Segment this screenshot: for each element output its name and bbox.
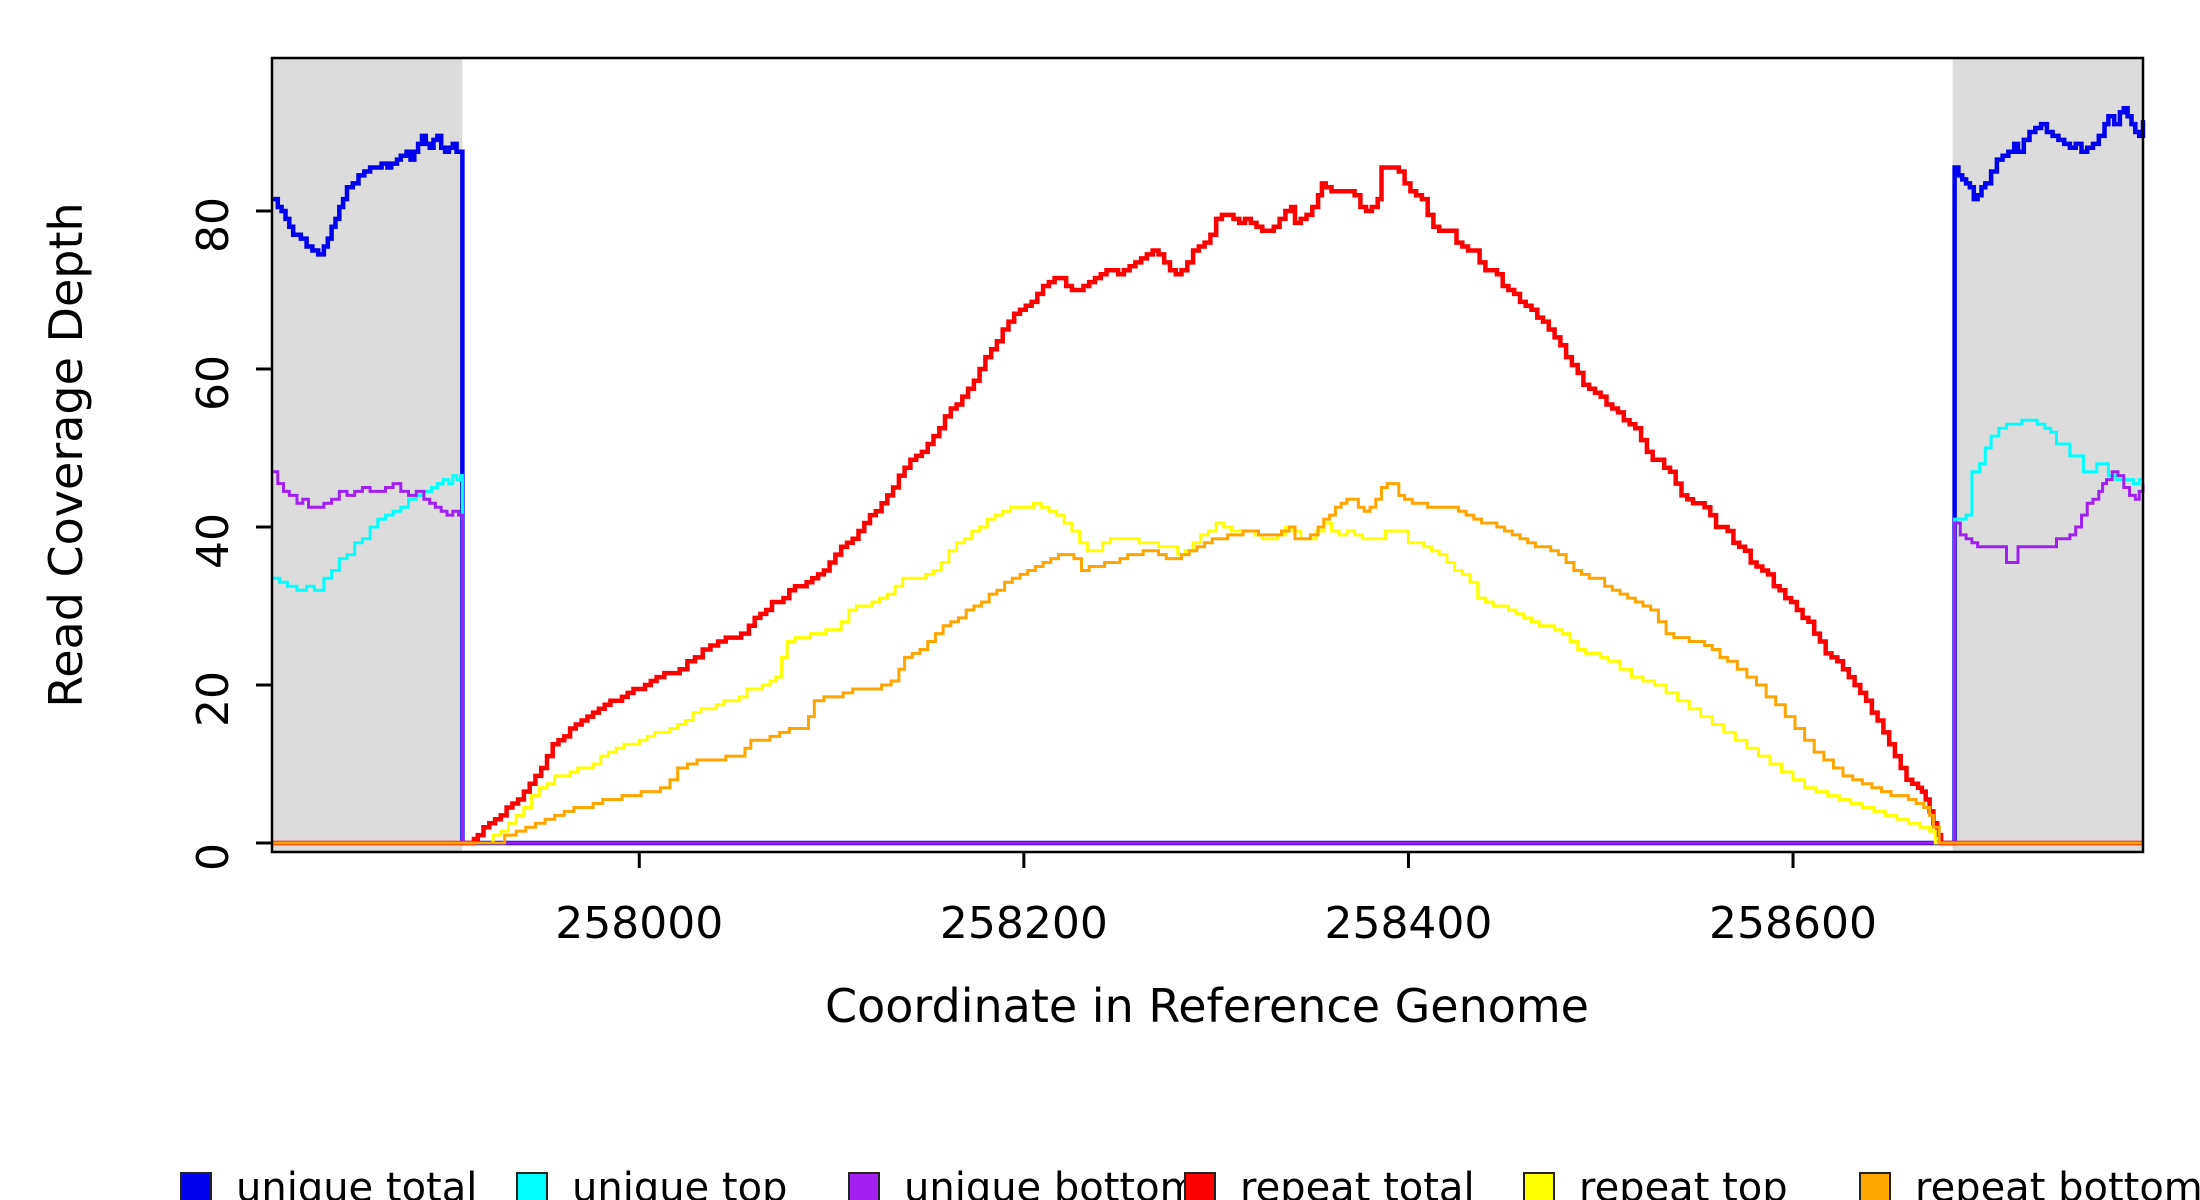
series-unique-total [272, 106, 2146, 846]
legend-item-unique-top: unique top [516, 1168, 787, 1200]
x-tick-label: 258000 [555, 898, 723, 949]
unique-bottom-swatch-icon [848, 1172, 880, 1200]
legend-item-repeat-bottom: repeat bottom [1859, 1168, 2200, 1200]
legend-item-unique-total: unique total [180, 1168, 477, 1200]
legend-label: repeat top [1579, 1165, 1788, 1200]
y-axis-title: Read Coverage Depth [39, 202, 93, 707]
y-tick-label: 20 [188, 671, 239, 727]
x-tick-label: 258200 [940, 898, 1108, 949]
unique-top-swatch-icon [516, 1172, 548, 1200]
legend-item-repeat-top: repeat top [1523, 1168, 1788, 1200]
series-repeat-bottom [272, 482, 2143, 845]
legend-label: repeat bottom [1915, 1165, 2200, 1200]
y-tick-label: 80 [188, 197, 239, 253]
shaded-region [1952, 58, 2143, 852]
unique-total-swatch-icon [180, 1172, 212, 1200]
plot-area: 258000 258200 258400 258600 0 20 40 60 80 Coordi… [39, 56, 2146, 1033]
y-tick-label: 0 [188, 843, 239, 871]
repeat-total-swatch-icon [1184, 1172, 1216, 1200]
series-unique-top [272, 418, 2143, 845]
plot-box [270, 56, 2145, 854]
chart-layers: 258000 258200 258400 258600 0 20 40 60 80 [188, 56, 2146, 949]
legend: unique total unique top unique bottom re… [0, 1168, 2200, 1200]
legend-label: repeat total [1240, 1165, 1475, 1200]
legend-label: unique top [572, 1165, 788, 1200]
legend-item-repeat-total: repeat total [1184, 1168, 1475, 1200]
y-tick-label: 40 [188, 513, 239, 569]
repeat-top-swatch-icon [1523, 1172, 1555, 1200]
repeat-bottom-swatch-icon [1859, 1172, 1891, 1200]
y-tick-label: 60 [188, 355, 239, 411]
legend-item-unique-bottom: unique bottom [848, 1168, 1199, 1200]
series-repeat-total [272, 165, 2143, 846]
shaded-region [272, 58, 463, 852]
series-unique-bottom [272, 470, 2145, 845]
legend-label: unique total [236, 1165, 478, 1200]
series-repeat-top [272, 501, 2143, 845]
x-tick-label: 258600 [1709, 898, 1877, 949]
legend-label: unique bottom [904, 1165, 1199, 1200]
x-axis-title: Coordinate in Reference Genome [825, 979, 1589, 1033]
x-tick-label: 258400 [1324, 898, 1492, 949]
